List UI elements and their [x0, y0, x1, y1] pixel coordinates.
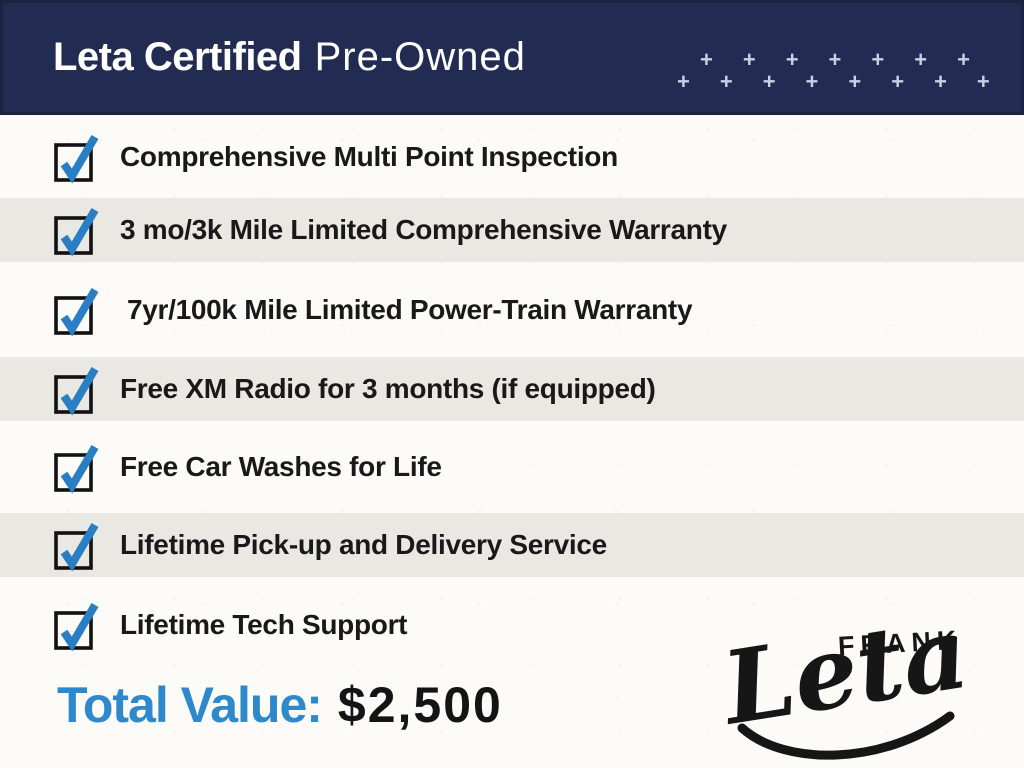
plus-pattern-row-bottom: ++++++++ [677, 69, 1020, 94]
logo-swash-icon [737, 711, 955, 760]
benefit-row: Free XM Radio for 3 months (if equipped) [0, 357, 1024, 421]
total-value: Total Value: $2,500 [57, 676, 503, 734]
benefit-row: Comprehensive Multi Point Inspection [0, 115, 1024, 198]
benefit-row: Free Car Washes for Life [0, 421, 1024, 513]
checkbox-checked-icon [54, 287, 99, 337]
benefit-label: 7yr/100k Mile Limited Power-Train Warran… [127, 293, 693, 325]
benefit-label: Lifetime Pick-up and Delivery Service [120, 529, 607, 560]
dealer-logo: FRANK Leta [712, 600, 976, 760]
checkbox-checked-icon [54, 207, 99, 257]
benefit-label: Lifetime Tech Support [120, 608, 408, 640]
benefit-label: Free Car Washes for Life [120, 451, 442, 482]
benefit-row: 3 mo/3k Mile Limited Comprehensive Warra… [0, 198, 1024, 262]
benefit-label: 3 mo/3k Mile Limited Comprehensive Warra… [120, 214, 727, 245]
total-value-label: Total Value: [57, 677, 323, 733]
benefit-row: Lifetime Tech Support [0, 577, 1024, 672]
plus-pattern-row-top: +++++++ [700, 47, 1000, 72]
checkbox-checked-icon [54, 602, 99, 652]
benefit-label: Comprehensive Multi Point Inspection [120, 140, 618, 172]
total-value-amount: $2,500 [337, 677, 503, 733]
page-title: Leta Certified Pre-Owned [53, 3, 526, 112]
checkbox-checked-icon [54, 134, 99, 184]
logo-frank-text: FRANK [837, 625, 963, 661]
title-suffix: Pre-Owned [314, 35, 526, 79]
checkbox-checked-icon [54, 444, 99, 494]
benefit-row: Lifetime Pick-up and Delivery Service [0, 513, 1024, 577]
title-brand: Leta Certified [53, 35, 302, 79]
benefit-row: 7yr/100k Mile Limited Power-Train Warran… [0, 262, 1024, 357]
benefit-list: Comprehensive Multi Point Inspection 3 m… [0, 115, 1024, 672]
header-bar: Leta Certified Pre-Owned +++++++ +++++++… [0, 0, 1024, 115]
benefit-label: Free XM Radio for 3 months (if equipped) [120, 373, 656, 404]
checkbox-checked-icon [54, 366, 99, 416]
checkbox-checked-icon [54, 522, 99, 572]
